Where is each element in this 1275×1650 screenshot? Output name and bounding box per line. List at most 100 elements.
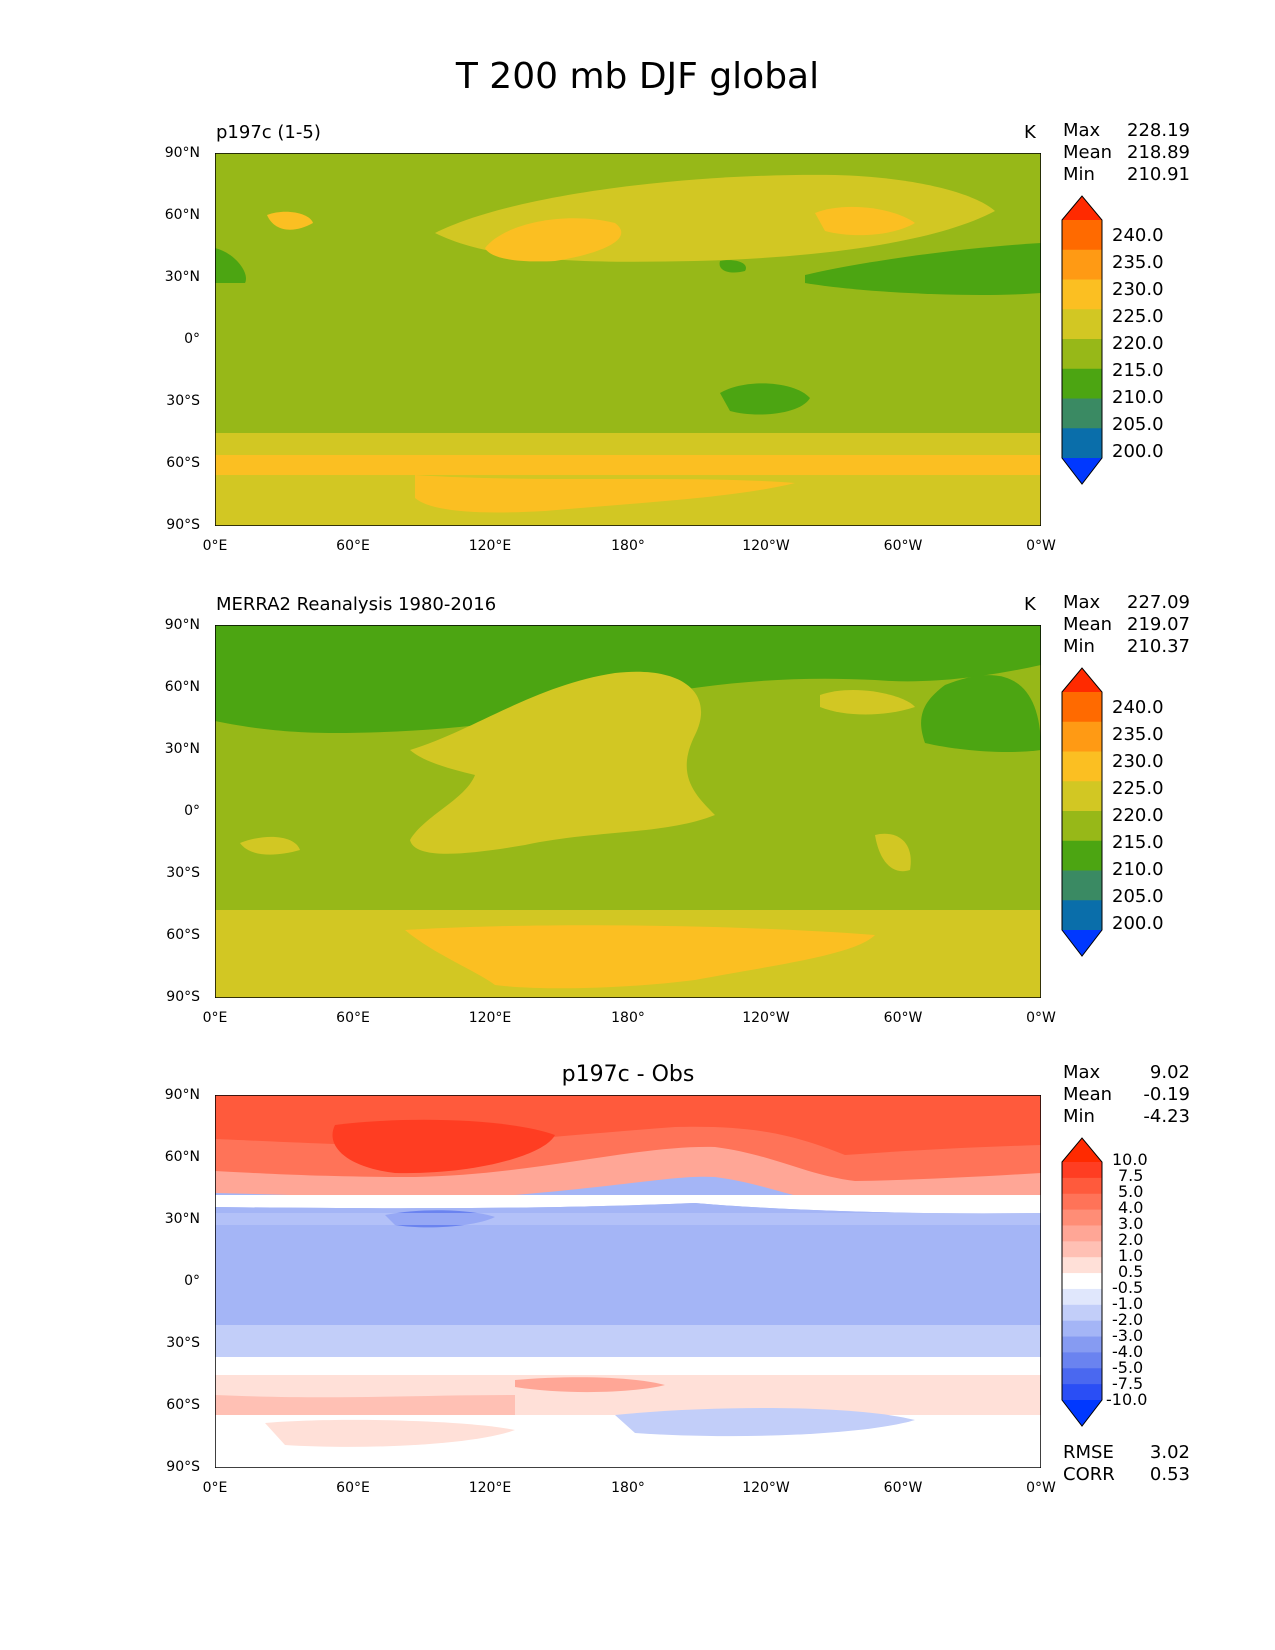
x-tick: 60°E [336, 1010, 370, 1026]
units-label: K [1024, 594, 1036, 615]
colorbar-tick: 220.0 [1112, 333, 1164, 354]
colorbar-swatch [1062, 1225, 1102, 1242]
colorbar-swatch [1062, 249, 1102, 280]
colorbar-tick: -10.0 [1106, 1390, 1148, 1409]
colorbar-swatch [1062, 840, 1102, 871]
colorbar-tick: 10.0 [1112, 1150, 1148, 1169]
colorbar-swatch [1062, 1352, 1102, 1369]
colorbar-swatch [1062, 428, 1102, 459]
stat-max-value: 9.02 [1149, 1062, 1190, 1083]
y-tick: 0° [184, 331, 200, 347]
stat-max-value: 228.19 [1127, 120, 1190, 141]
y-tick: 30°N [164, 741, 200, 757]
colorbar-tick: -1.0 [1112, 1294, 1144, 1313]
colorbar-swatch [1062, 781, 1102, 812]
colorbar-extend-top [1062, 668, 1102, 692]
colorbar-swatch [1062, 279, 1102, 310]
colorbar-extend-bottom [1062, 930, 1102, 956]
x-tick: 60°W [883, 1010, 923, 1026]
units-label: K [1024, 122, 1036, 143]
colorbar-swatch [1062, 721, 1102, 752]
y-tick: 90°N [164, 145, 200, 161]
colorbar-extend-bottom [1062, 458, 1102, 484]
panel-title: p197c (1-5) [216, 122, 321, 143]
x-tick: 120°E [468, 538, 512, 554]
y-tick: 0° [184, 803, 200, 819]
panel-obs: MERRA2 Reanalysis 1980-2016 K 90°N 60°N … [0, 592, 1275, 1062]
y-tick: 60°N [164, 1149, 200, 1165]
map-svg [215, 625, 1041, 998]
colorbar-swatch [1062, 1241, 1102, 1258]
map-svg [215, 1095, 1041, 1468]
y-tick: 90°S [166, 1459, 200, 1475]
x-tick: 120°E [468, 1010, 512, 1026]
panel-diff: p197c - Obs 90°N 60°N 30°N 0° [0, 1062, 1275, 1532]
stat-mean-value: -0.19 [1143, 1084, 1190, 1105]
y-tick: 90°S [166, 517, 200, 533]
colorbar-swatch [1062, 309, 1102, 340]
x-tick: 180° [611, 1480, 645, 1496]
colorbar-swatch [1062, 1336, 1102, 1353]
colorbar-tick: 235.0 [1112, 724, 1164, 745]
colorbar-tick: 235.0 [1112, 252, 1164, 273]
colorbar-tick: 225.0 [1112, 306, 1164, 327]
x-tick: 0°E [202, 1010, 228, 1026]
colorbar-swatch [1062, 1209, 1102, 1226]
x-tick: 120°E [468, 1480, 512, 1496]
colorbar-swatch [1062, 398, 1102, 429]
x-tick: 60°E [336, 1480, 370, 1496]
colorbar-swatch [1062, 811, 1102, 842]
panel-model: p197c (1-5) K 90°N 60°N 30°N 0° 30°S 60°… [0, 120, 1275, 590]
y-tick: 30°S [166, 393, 200, 409]
stat-mean-value: 219.07 [1127, 614, 1190, 635]
colorbar-extend-bottom [1062, 1400, 1102, 1426]
colorbar [1061, 667, 1103, 957]
x-tick: 0°E [202, 538, 228, 554]
y-tick: 60°S [166, 455, 200, 471]
x-tick: 180° [611, 1010, 645, 1026]
colorbar-swatch [1062, 220, 1102, 251]
stat-min-value: 210.37 [1127, 636, 1190, 657]
corr-label: CORR [1063, 1464, 1115, 1485]
stat-max-label: Max [1063, 120, 1101, 141]
stat-max-value: 227.09 [1127, 592, 1190, 613]
stat-min-value: -4.23 [1143, 1106, 1190, 1127]
colorbar-tick: 5.0 [1118, 1182, 1144, 1201]
colorbar-swatch [1062, 1368, 1102, 1385]
figure-title: T 200 mb DJF global [455, 56, 820, 97]
map-svg [215, 153, 1041, 526]
y-tick: 30°N [164, 269, 200, 285]
colorbar-tick: 240.0 [1112, 225, 1164, 246]
colorbar-tick: 205.0 [1112, 414, 1164, 435]
colorbar-swatch [1062, 692, 1102, 723]
y-tick: 60°S [166, 927, 200, 943]
colorbar-tick: 230.0 [1112, 751, 1164, 772]
colorbar-tick: 4.0 [1118, 1198, 1144, 1217]
colorbar-tick: 200.0 [1112, 913, 1164, 934]
x-tick: 0°E [202, 1480, 228, 1496]
stat-mean-label: Mean [1063, 142, 1113, 163]
stat-min-label: Min [1063, 1106, 1095, 1127]
x-tick: 0°W [1026, 538, 1056, 554]
colorbar-tick: 200.0 [1112, 441, 1164, 462]
colorbar-outline [1061, 1137, 1103, 1427]
colorbar-tick: -3.0 [1112, 1326, 1144, 1345]
map-plot [215, 1095, 1041, 1468]
x-tick: 120°W [742, 1480, 790, 1496]
colorbar-tick: 230.0 [1112, 279, 1164, 300]
stat-mean-label: Mean [1063, 1084, 1113, 1105]
colorbar [1061, 1137, 1103, 1427]
stat-min-label: Min [1063, 164, 1095, 185]
rmse-value: 3.02 [1149, 1442, 1190, 1463]
stat-max-label: Max [1063, 1062, 1101, 1083]
x-tick: 120°W [742, 1010, 790, 1026]
y-tick: 90°N [164, 1087, 200, 1103]
rmse-label: RMSE [1063, 1442, 1114, 1463]
panel-title: p197c - Obs [561, 1062, 695, 1087]
y-tick: 60°N [164, 207, 200, 223]
colorbar-swatch [1062, 339, 1102, 370]
y-tick: 30°S [166, 1335, 200, 1351]
stat-min-label: Min [1063, 636, 1095, 657]
colorbar-tick: 215.0 [1112, 832, 1164, 853]
y-tick: 60°S [166, 1397, 200, 1413]
